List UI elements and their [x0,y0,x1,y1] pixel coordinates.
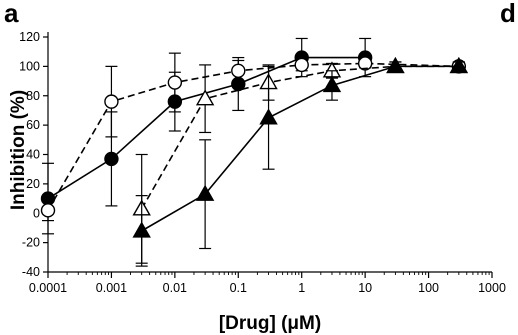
y-axis-title: Inhibition (%) [8,90,29,210]
y-tick-label: -20 [22,236,40,250]
y-tick-label: 60 [26,118,40,132]
data-point [40,203,56,218]
data-point [167,75,183,90]
data-point [132,221,151,238]
data-point [294,57,309,73]
y-tick-label: -40 [22,265,40,279]
y-tick-label: 20 [26,177,40,191]
y-tick-label: 120 [19,30,40,44]
data-point [386,56,405,74]
series-filled-circle [40,37,373,235]
x-tick-label: 0.1 [230,281,247,295]
series-line [140,65,459,210]
series-line [47,56,366,200]
x-tick-label: 1 [298,281,305,295]
data-point [357,56,373,71]
y-tick-label: 0 [33,206,40,220]
series-open-triangle [132,56,469,264]
panel-letter-a: a [4,0,19,28]
data-point [259,108,278,125]
y-tick-label: 40 [26,148,40,162]
x-tick-label: 10 [358,281,372,295]
x-tick-label: 0.0001 [29,281,67,295]
y-tick-label: 80 [26,89,40,103]
series-filled-triangle [132,56,469,267]
data-point [104,151,119,167]
data-point [195,184,215,201]
y-tick-label: 100 [19,59,40,73]
x-axis-title: [Drug] (μM) [219,313,321,334]
data-point [231,63,246,78]
data-point [195,89,215,106]
series-layer [40,37,469,267]
data-point [322,76,342,93]
panel-letter-d: d [500,0,516,28]
series-line [141,65,459,232]
tick-labels: 120 100 80 60 40 20 0 -20 -40 0.0001 0.001 0.01 0.1 1… [19,30,506,295]
x-tick-label: 100 [418,281,439,295]
x-tick-label: 0.01 [163,281,187,295]
data-point [449,56,469,74]
x-tick-label: 0.001 [96,281,127,295]
data-point [104,94,119,109]
x-tick-label: 1000 [478,281,506,295]
